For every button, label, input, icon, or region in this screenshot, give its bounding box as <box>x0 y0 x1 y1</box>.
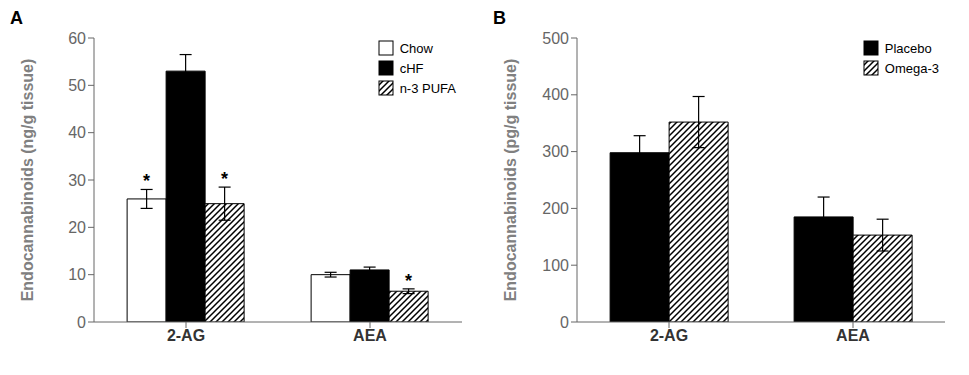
svg-text:Endocannabinoids (ng/g tissue): Endocannabinoids (ng/g tissue) <box>19 59 36 302</box>
html-text:cHF: cHF <box>399 60 424 76</box>
html-text:n-3 PUFA: n-3 PUFA <box>399 80 456 96</box>
svg-text:20: 20 <box>68 219 86 236</box>
svg-text:AEA: AEA <box>836 327 870 344</box>
html-text:Omega-3: Omega-3 <box>884 60 939 76</box>
svg-text:50: 50 <box>68 77 86 94</box>
html-text:Chow: Chow <box>399 40 433 56</box>
html-text:B: B <box>493 8 506 28</box>
svg-text:*: * <box>405 271 412 291</box>
html-text:Placebo: Placebo <box>884 40 932 56</box>
svg-text:AEA: AEA <box>353 327 387 344</box>
svg-text:0: 0 <box>77 314 86 331</box>
svg-text:400: 400 <box>542 86 569 103</box>
svg-text:30: 30 <box>68 172 86 189</box>
svg-text:2-AG: 2-AG <box>167 327 205 344</box>
svg-text:300: 300 <box>542 143 569 160</box>
html-text:A: A <box>10 8 23 28</box>
svg-text:*: * <box>221 169 228 189</box>
svg-text:0: 0 <box>560 314 569 331</box>
svg-text:2-AG: 2-AG <box>650 327 688 344</box>
svg-text:100: 100 <box>542 257 569 274</box>
svg-text:10: 10 <box>68 266 86 283</box>
svg-text:60: 60 <box>68 30 86 47</box>
svg-text:500: 500 <box>542 30 569 47</box>
svg-text:40: 40 <box>68 124 86 141</box>
svg-text:200: 200 <box>542 200 569 217</box>
svg-text:Endocannabinoids (pg/g tissue): Endocannabinoids (pg/g tissue) <box>502 59 519 302</box>
svg-text:*: * <box>143 171 150 191</box>
